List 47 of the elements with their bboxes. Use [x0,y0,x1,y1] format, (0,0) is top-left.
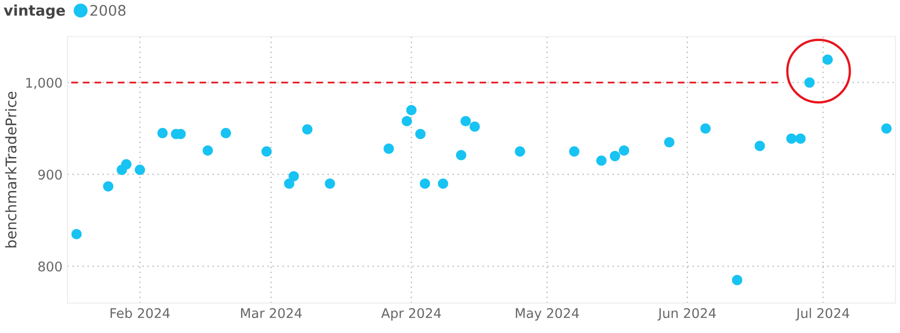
point [324,178,336,189]
point [384,144,394,154]
point [881,123,892,134]
point [121,159,132,170]
y-axis-title: benchmarkTradePrice [5,92,16,248]
x-tick-label: Mar 2024 [241,308,302,318]
point [456,150,466,160]
point [402,116,412,126]
point [288,171,299,182]
point [284,178,294,189]
y-tick-label: 1,000 [26,78,62,90]
point [618,145,630,156]
y-tick-label: 800 [38,262,62,272]
point [302,124,312,135]
legend-label: 2008 [90,4,126,16]
point [822,54,833,65]
point [804,77,815,88]
point [569,146,580,157]
point [134,164,146,175]
y-tick-label: 900 [38,170,62,180]
point [470,122,480,132]
x-tick-label: May 2024 [516,308,579,321]
point [460,116,471,126]
point [420,178,430,189]
point [415,128,426,140]
point [157,128,168,138]
point [596,155,607,166]
x-tick-label: Feb 2024 [110,308,170,318]
point [220,128,232,138]
point [786,133,797,144]
point [754,140,765,152]
point [795,133,806,144]
point [406,104,417,116]
legend-title: vintage [4,4,65,19]
point [610,150,620,162]
x-tick-label: Jul 2024 [796,308,850,321]
point [700,123,711,134]
point [732,274,742,286]
point [71,228,82,240]
point [202,145,213,156]
point [103,181,114,192]
x-tick-label: Jun 2024 [657,308,716,321]
point [664,137,674,148]
point [514,146,526,157]
point [438,178,448,189]
point [261,146,272,157]
x-tick-label: Apr 2024 [381,308,441,321]
